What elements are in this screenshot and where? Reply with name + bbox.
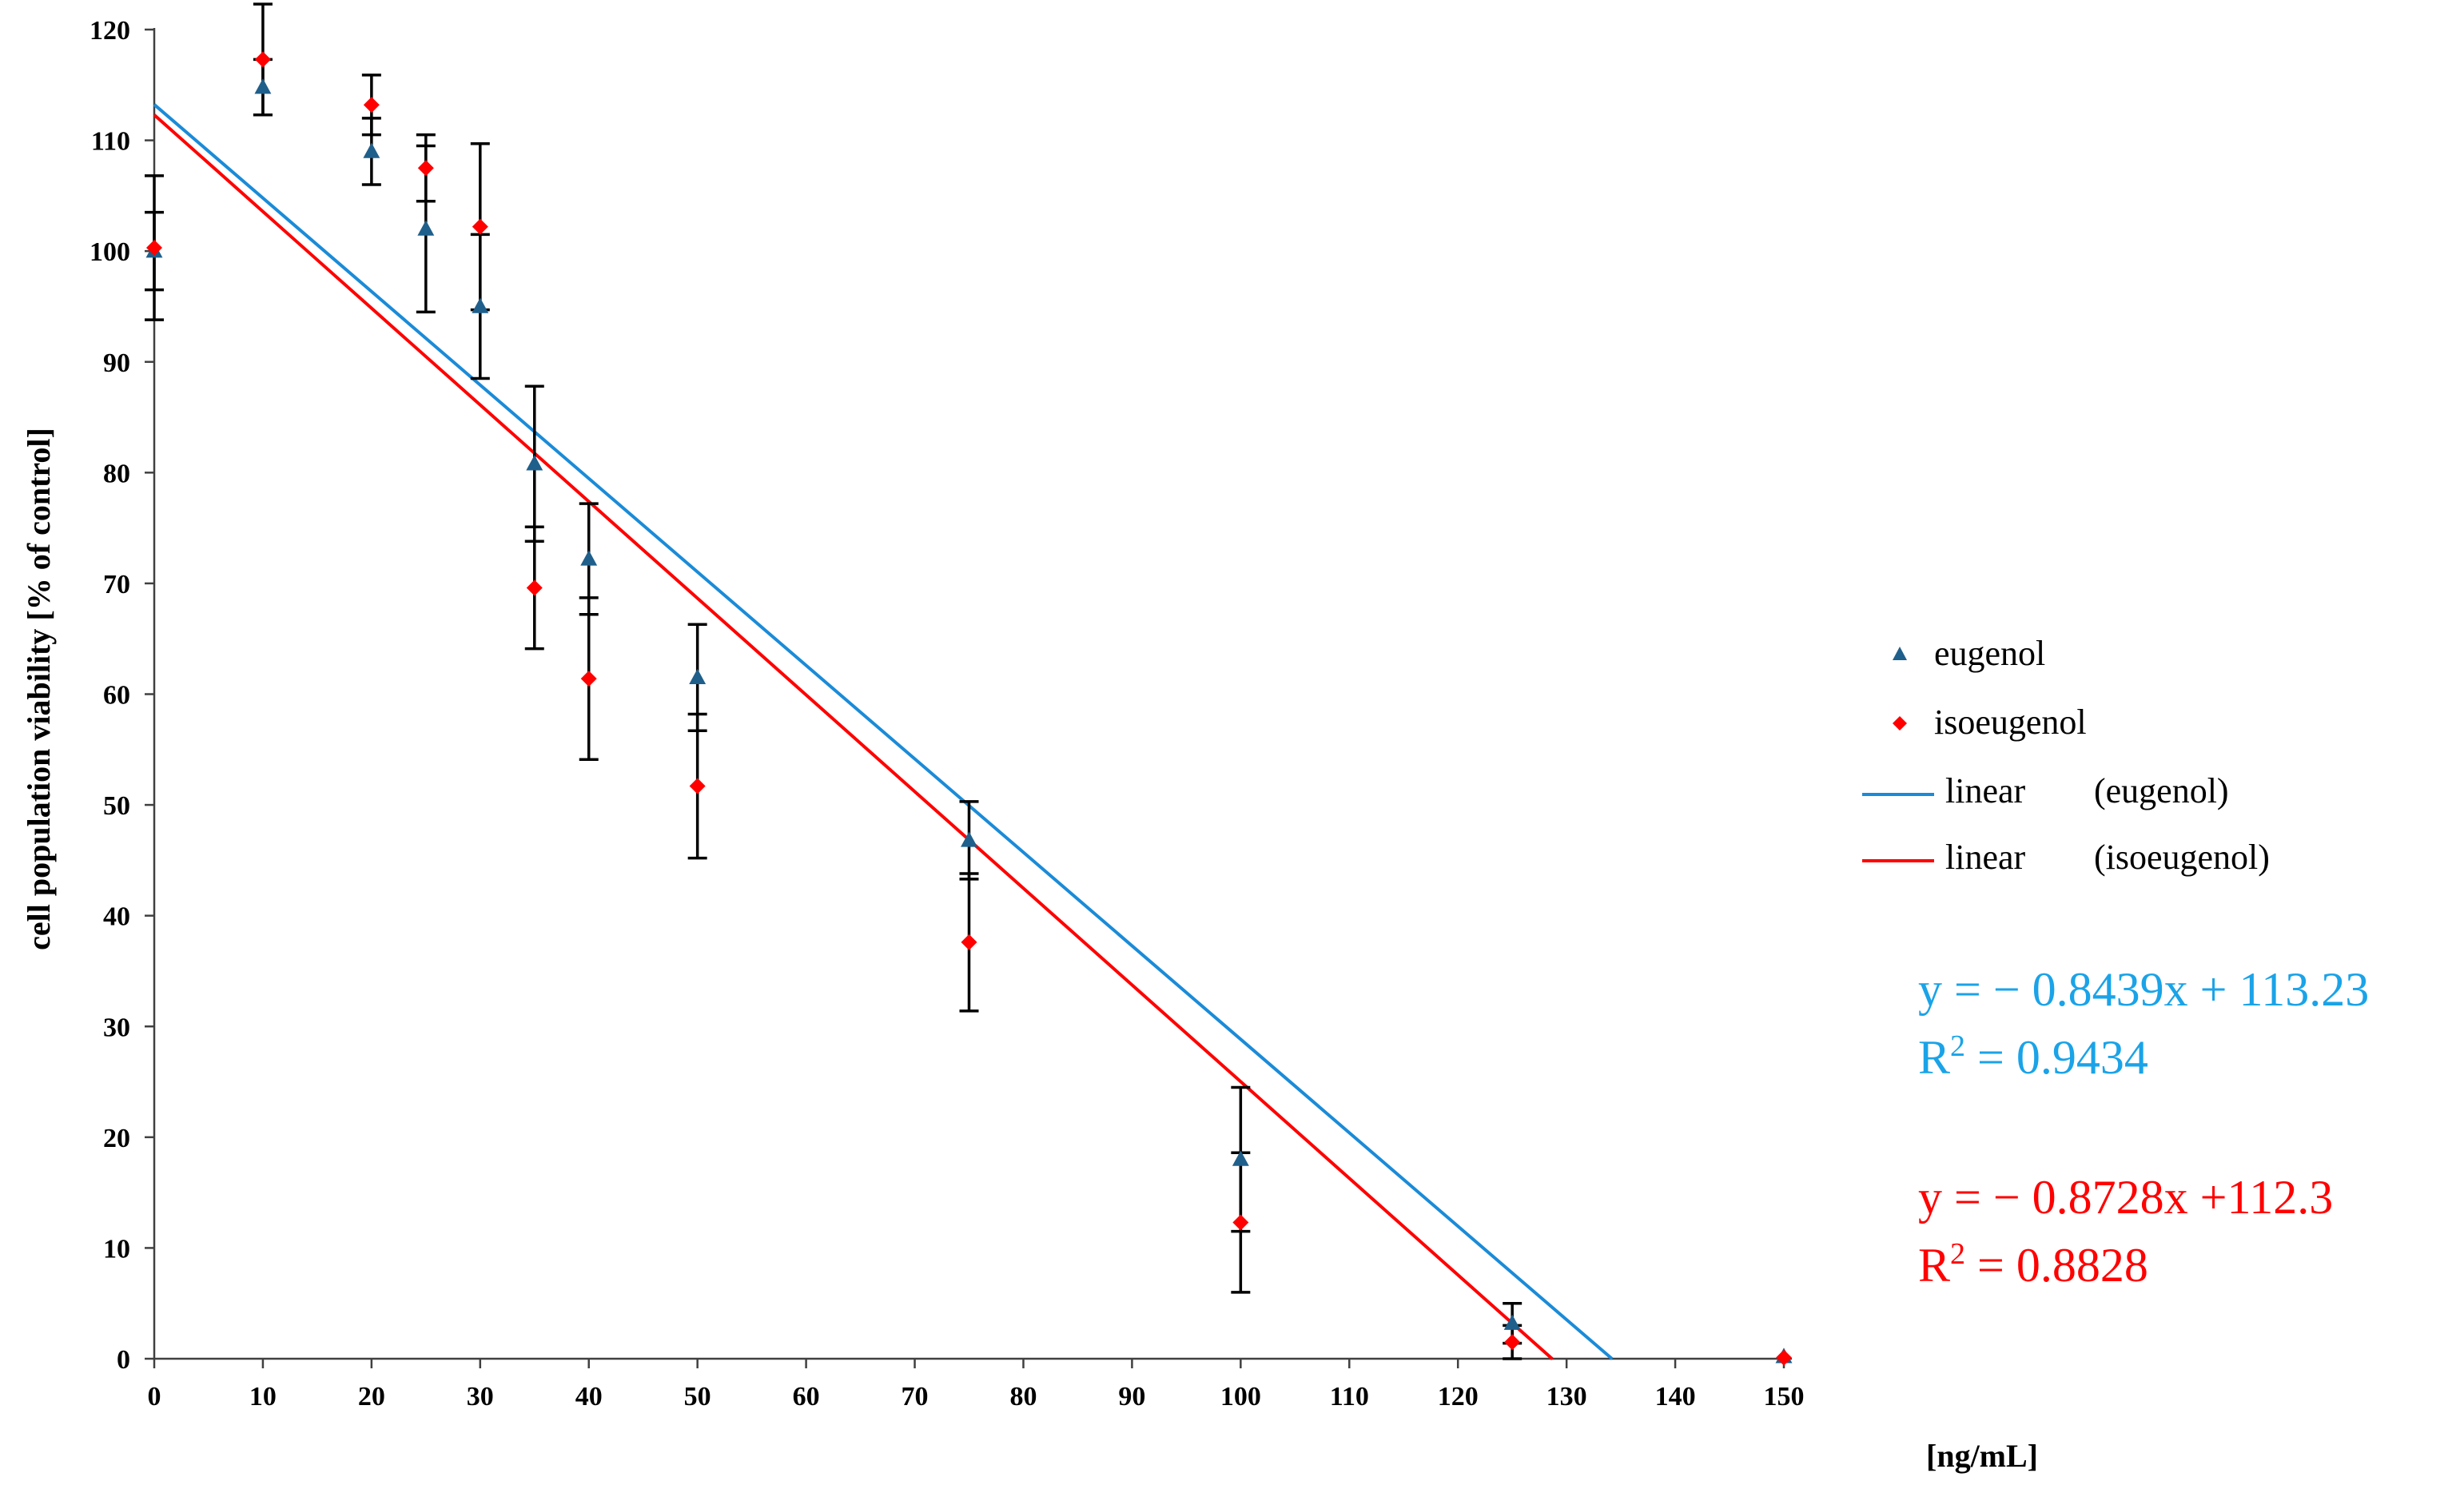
- data-point-eugenol: [363, 142, 380, 158]
- eugenol-r2-value: = 0.9434: [1965, 1031, 2148, 1084]
- trendlines: [153, 103, 1614, 1360]
- legend-label-linear-eugenol: linear: [1945, 771, 2026, 810]
- isoeugenol-equation: y = − 0.8728x +112.3: [1918, 1171, 2333, 1224]
- data-point-isoeugenol: [526, 579, 543, 596]
- x-tick-label: 100: [1220, 1382, 1261, 1411]
- x-tick-label: 140: [1655, 1382, 1696, 1411]
- x-tick-label: 50: [684, 1382, 711, 1411]
- data-point-eugenol: [254, 78, 272, 94]
- eugenol-r2-prefix: R: [1918, 1031, 1950, 1084]
- data-point-isoeugenol: [689, 778, 706, 794]
- x-tick-label: 120: [1438, 1382, 1479, 1411]
- legend-marker-eugenol: [1893, 647, 1907, 660]
- y-tick-label: 10: [103, 1234, 130, 1264]
- x-tick-label: 90: [1118, 1382, 1145, 1411]
- data-point-isoeugenol: [1776, 1349, 1792, 1366]
- legend-label-linear-isoeugenol: linear: [1945, 838, 2026, 877]
- data-point-isoeugenol: [1232, 1214, 1249, 1231]
- y-tick-label: 120: [90, 16, 130, 46]
- plot-area: 0 10 20 30 40 50 60 70 80 90 100 110 120 0 10 20 30 40 50…: [90, 2, 1805, 1411]
- legend-item-eugenol: eugenol: [1893, 634, 2045, 673]
- legend-label-eugenol: eugenol: [1934, 634, 2045, 673]
- data-point-eugenol: [417, 220, 435, 236]
- data-point-isoeugenol: [1504, 1334, 1521, 1351]
- x-axis-title: [ng/mL]: [1926, 1438, 2038, 1474]
- eugenol-r2-sup: 2: [1950, 1029, 1965, 1063]
- legend: eugenol isoeugenol linear (eugenol) line…: [1862, 634, 2270, 877]
- y-tick-label: 50: [103, 791, 130, 821]
- x-tick-label: 80: [1009, 1382, 1037, 1411]
- y-tick-label: 60: [103, 681, 130, 711]
- isoeugenol-r2-sup: 2: [1950, 1237, 1965, 1271]
- isoeugenol-r2-prefix: R: [1918, 1239, 1950, 1292]
- x-tick-label: 10: [249, 1382, 277, 1411]
- legend-item-isoeugenol: isoeugenol: [1893, 703, 2087, 742]
- data-point-eugenol: [472, 297, 489, 313]
- data-point-eugenol: [526, 455, 543, 471]
- trend-equations: y = − 0.8439x + 113.23 R2 = 0.9434 y = −…: [1918, 963, 2369, 1292]
- eugenol-r-squared: R2 = 0.9434: [1918, 1029, 2148, 1084]
- data-point-isoeugenol: [417, 160, 434, 177]
- data-point-eugenol: [961, 831, 977, 847]
- y-tick-label: 110: [91, 127, 130, 157]
- data-point-isoeugenol: [363, 97, 380, 113]
- error-bars: [145, 2, 1523, 1360]
- eugenol-equation: y = − 0.8439x + 113.23: [1918, 963, 2369, 1016]
- x-tick-label: 40: [575, 1382, 603, 1411]
- x-tick-label: 110: [1330, 1382, 1369, 1411]
- isoeugenol-r2-value: = 0.8828: [1965, 1239, 2148, 1292]
- y-axis-title: cell population viability [% of control]: [21, 428, 57, 950]
- y-tick-label: 80: [103, 459, 130, 488]
- y-tick-label: 70: [103, 570, 130, 599]
- x-tick-label: 30: [467, 1382, 494, 1411]
- x-tick-label: 130: [1546, 1382, 1587, 1411]
- x-tick-label: 20: [358, 1382, 385, 1411]
- data-point-eugenol: [1232, 1150, 1249, 1166]
- x-tick-label: 70: [902, 1382, 929, 1411]
- x-tick-label: 150: [1764, 1382, 1805, 1411]
- data-point-eugenol: [689, 668, 707, 684]
- data-point-isoeugenol: [146, 240, 162, 257]
- data-point-isoeugenol: [254, 51, 271, 68]
- y-tick-label: 0: [117, 1345, 130, 1375]
- y-tick-label: 90: [103, 348, 130, 378]
- y-ticks: 0 10 20 30 40 50 60 70 80 90 100 110 120: [90, 16, 154, 1375]
- data-point-isoeugenol: [472, 218, 488, 235]
- data-point-eugenol: [580, 550, 598, 566]
- trendline-isoeugenol: [153, 113, 1554, 1360]
- legend-label-linear-eugenol-series: (eugenol): [2094, 771, 2229, 810]
- isoeugenol-r-squared: R2 = 0.8828: [1918, 1237, 2148, 1292]
- trendline-eugenol: [153, 103, 1614, 1360]
- data-point-isoeugenol: [580, 671, 597, 687]
- y-tick-label: 20: [103, 1124, 130, 1153]
- x-ticks: 0 10 20 30 40 50 60 70 80 90 100 110 120 130 140 150: [148, 1359, 1805, 1411]
- legend-label-isoeugenol: isoeugenol: [1934, 703, 2087, 742]
- y-tick-label: 30: [103, 1013, 130, 1042]
- legend-marker-isoeugenol: [1893, 716, 1907, 731]
- data-point-eugenol: [1503, 1314, 1521, 1330]
- data-point-isoeugenol: [961, 934, 977, 950]
- x-tick-label: 0: [148, 1382, 161, 1411]
- legend-label-linear-isoeugenol-series: (isoeugenol): [2094, 838, 2270, 877]
- y-tick-label: 40: [103, 902, 130, 932]
- markers: [145, 51, 1793, 1366]
- x-tick-label: 60: [793, 1382, 820, 1411]
- y-tick-label: 100: [90, 237, 130, 267]
- legend-item-linear-eugenol: linear (eugenol): [1862, 771, 2229, 810]
- legend-item-linear-isoeugenol: linear (isoeugenol): [1862, 838, 2270, 877]
